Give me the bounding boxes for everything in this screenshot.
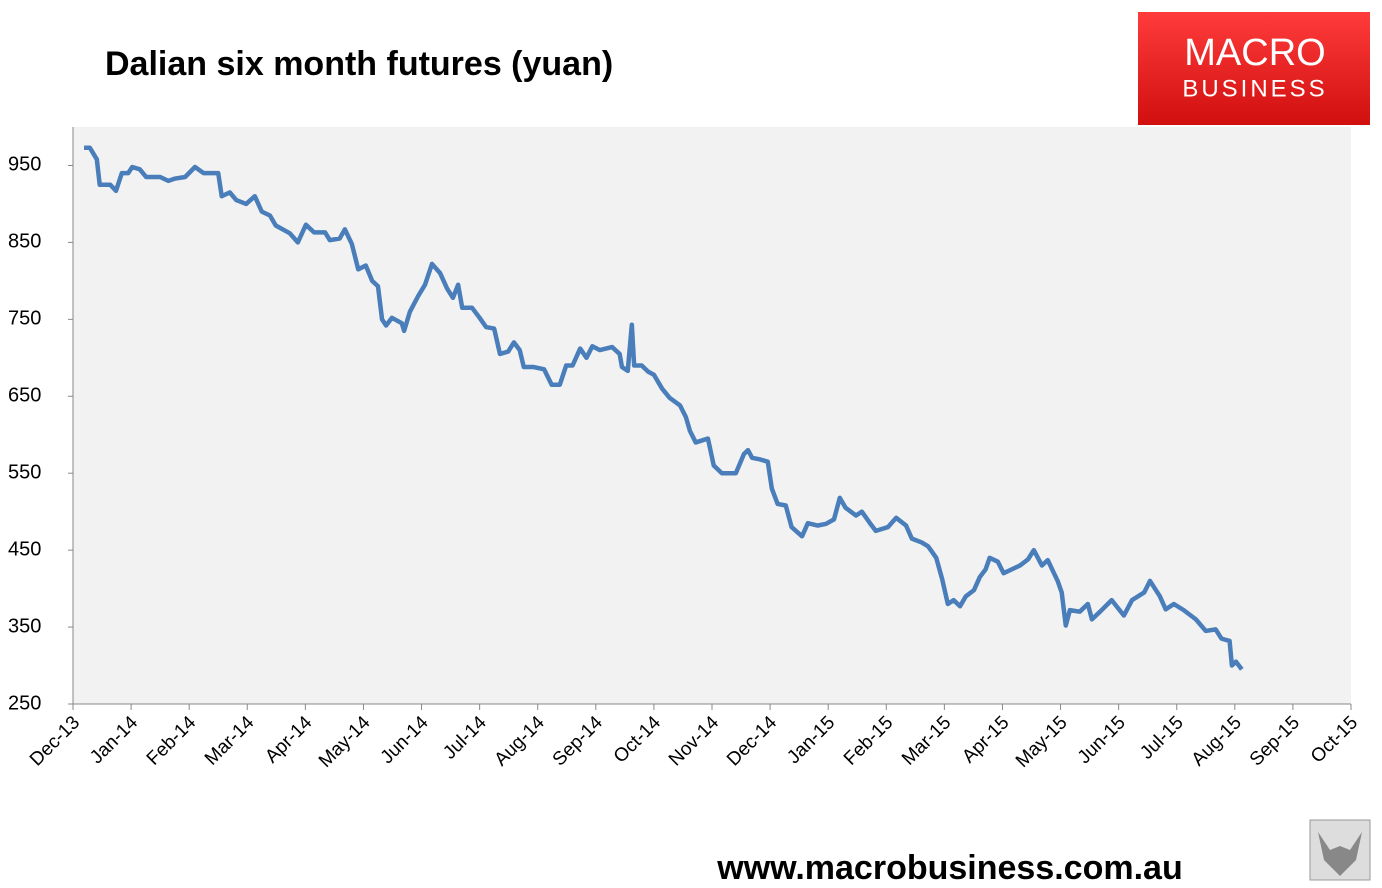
y-tick-label: 950 — [8, 154, 41, 176]
x-tick-label: Jan-15 — [783, 712, 839, 768]
x-tick-label: Sep-15 — [1246, 712, 1304, 770]
chart-title: Dalian six month futures (yuan) — [105, 45, 613, 83]
x-tick-label: Mar-15 — [898, 712, 955, 769]
x-tick-label: Feb-14 — [143, 712, 201, 770]
x-tick-label: Jun-14 — [377, 712, 433, 768]
x-tick-label: Feb-15 — [840, 712, 897, 769]
x-tick-label: Apr-14 — [261, 712, 316, 767]
y-tick-label: 650 — [8, 385, 41, 407]
logo-text: BUSINESS — [1182, 75, 1327, 102]
x-tick-label: May-15 — [1012, 712, 1072, 772]
x-tick-label: Aug-15 — [1188, 712, 1246, 770]
footer-url: www.macrobusiness.com.au — [716, 849, 1182, 883]
logo-text: MACRO — [1184, 32, 1325, 74]
y-tick-label: 750 — [8, 308, 41, 330]
y-tick-label: 250 — [8, 692, 41, 714]
x-tick-label: Nov-14 — [665, 712, 723, 770]
x-tick-label: Jul-15 — [1136, 712, 1187, 763]
line-series — [84, 145, 1244, 671]
x-tick-label: Sep-14 — [549, 712, 607, 770]
y-tick-label: 350 — [8, 615, 41, 637]
x-tick-label: Oct-14 — [610, 712, 665, 767]
x-tick-label: Aug-14 — [491, 712, 549, 770]
plot-area — [73, 127, 1351, 704]
x-tick-label: Mar-14 — [201, 712, 259, 770]
x-tick-label: Oct-15 — [1307, 712, 1362, 767]
y-tick-label: 450 — [8, 538, 41, 560]
x-tick-label: Jan-14 — [86, 712, 142, 768]
y-tick-label: 850 — [8, 231, 41, 253]
x-tick-label: Jun-15 — [1074, 712, 1130, 768]
y-tick-label: 550 — [8, 461, 41, 483]
x-tick-label: Dec-13 — [26, 712, 84, 770]
x-tick-label: May-14 — [315, 712, 375, 772]
logo — [1138, 12, 1370, 125]
x-tick-label: Apr-15 — [958, 712, 1013, 767]
fox-icon — [1318, 832, 1362, 876]
x-tick-label: Jul-14 — [439, 712, 491, 764]
x-tick-label: Dec-14 — [723, 712, 781, 770]
